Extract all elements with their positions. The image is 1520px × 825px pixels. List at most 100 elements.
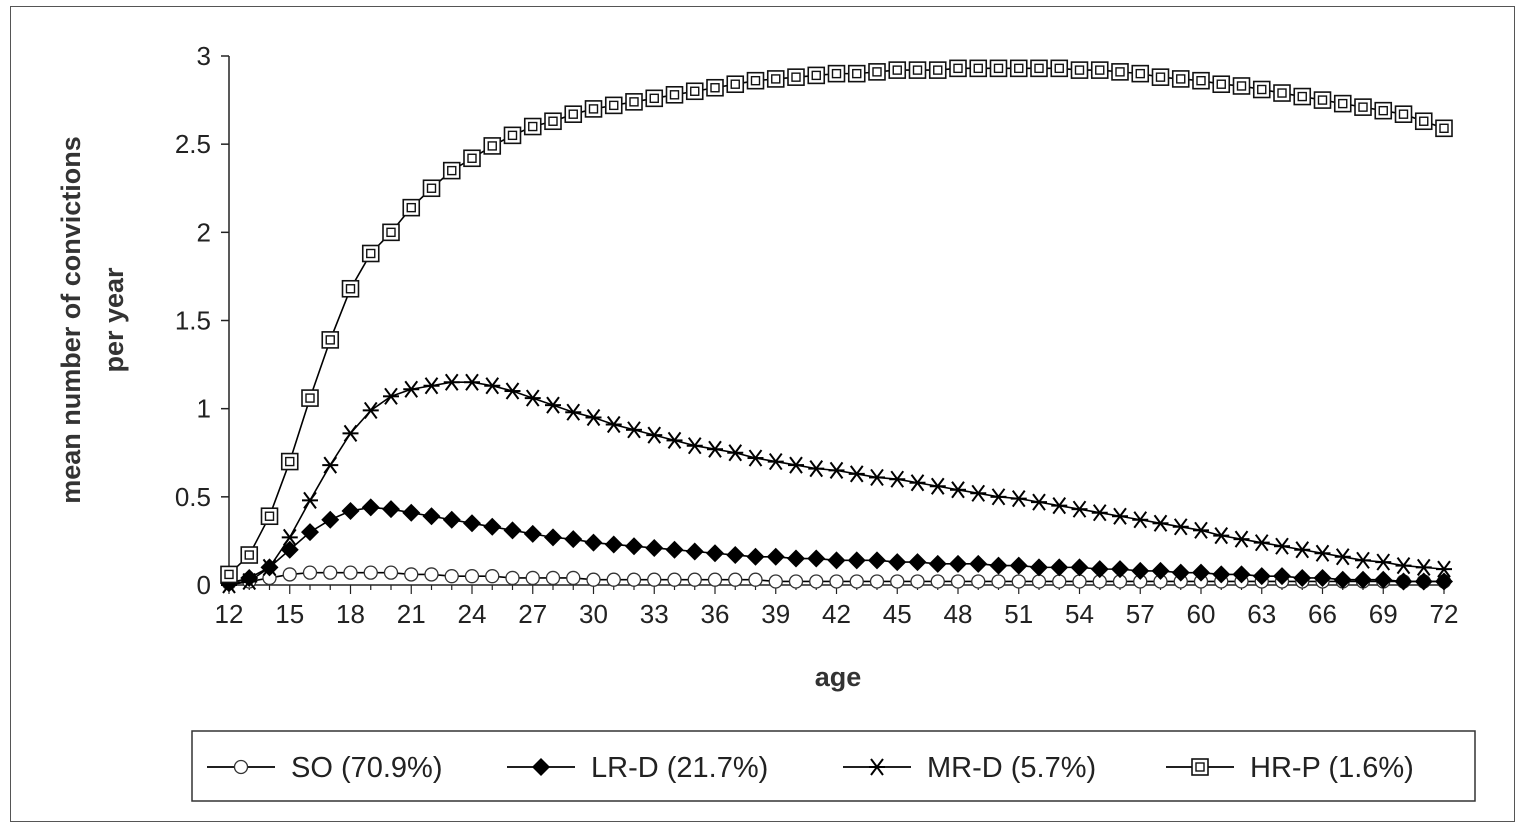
diamond-marker — [928, 554, 947, 573]
square-marker — [787, 68, 805, 86]
chart-frame — [10, 6, 1515, 822]
y-tick-label: 0.5 — [175, 482, 211, 512]
asterisk-marker — [767, 452, 784, 471]
diamond-marker — [1252, 567, 1271, 586]
circle-marker — [748, 572, 763, 587]
circle-marker — [626, 572, 642, 587]
diamond-marker — [1354, 570, 1372, 589]
square-marker — [1070, 61, 1089, 79]
diamond-marker — [604, 535, 623, 554]
series-line — [228, 67, 1445, 575]
square-marker — [706, 78, 724, 97]
diamond-marker — [483, 517, 502, 536]
asterisk-marker — [443, 373, 460, 391]
square-marker — [422, 179, 441, 198]
diamond-marker — [523, 524, 542, 543]
asterisk-marker — [666, 431, 683, 450]
circle-marker — [424, 567, 439, 582]
square-marker — [1293, 87, 1312, 106]
circle-marker — [930, 574, 945, 589]
square-marker — [361, 244, 380, 263]
asterisk-marker — [1253, 534, 1270, 552]
square-marker — [220, 565, 238, 584]
square-marker — [1354, 98, 1372, 116]
diamond-marker — [503, 521, 522, 540]
circle-marker — [788, 574, 804, 589]
diamond-marker — [382, 500, 400, 519]
square-marker — [442, 161, 461, 180]
circle-marker — [950, 574, 966, 589]
diamond-marker — [766, 547, 785, 566]
asterisk-marker — [1132, 511, 1149, 529]
circle-marker — [545, 570, 561, 586]
square-marker — [564, 105, 583, 123]
asterisk-marker — [747, 449, 764, 467]
asterisk-marker — [1091, 504, 1108, 522]
circle-marker — [647, 572, 662, 587]
square-marker — [928, 61, 947, 79]
diamond-marker — [847, 551, 866, 570]
asterisk-marker — [322, 456, 339, 474]
asterisk-marker — [362, 401, 379, 420]
x-tick-label: 57 — [1126, 599, 1155, 629]
x-tick-label: 54 — [1065, 599, 1094, 629]
square-marker — [827, 64, 846, 83]
diamond-marker — [1192, 563, 1210, 582]
asterisk-marker — [464, 373, 480, 391]
x-tick-label: 15 — [275, 599, 304, 629]
asterisk-marker — [869, 758, 885, 776]
circle-marker — [849, 574, 864, 589]
circle-marker — [323, 565, 338, 580]
diamond-marker — [1273, 567, 1291, 586]
diamond-marker — [532, 758, 550, 776]
circle-marker — [505, 570, 520, 586]
y-tick-label: 2.5 — [175, 129, 211, 159]
asterisk-marker — [990, 488, 1007, 506]
asterisk-marker — [1274, 537, 1290, 555]
diamond-marker — [544, 528, 562, 547]
legend-item: HR-P (1.6%) — [1166, 752, 1414, 784]
asterisk-marker — [1436, 560, 1452, 578]
asterisk-marker — [605, 415, 622, 434]
diamond-marker — [868, 551, 886, 570]
x-tick-label: 63 — [1247, 599, 1276, 629]
diamond-marker — [746, 547, 765, 566]
square-marker — [544, 112, 562, 131]
circle-marker — [485, 569, 500, 584]
legend-item: SO (70.9%) — [207, 752, 443, 784]
square-marker — [1212, 75, 1231, 94]
square-marker — [746, 71, 765, 90]
circle-marker — [404, 567, 419, 582]
diamond-marker — [807, 549, 826, 568]
asterisk-marker — [1172, 518, 1189, 536]
square-marker — [503, 126, 522, 145]
diamond-marker — [645, 538, 664, 557]
y-axis-title-line-1: mean number of convictions — [56, 136, 86, 504]
asterisk-marker — [403, 380, 420, 398]
diamond-marker — [726, 546, 745, 565]
circle-marker — [566, 570, 581, 586]
y-tick-label: 0 — [197, 570, 211, 600]
square-marker — [949, 59, 967, 78]
diamond-marker — [402, 503, 421, 522]
square-marker — [766, 70, 785, 88]
diamond-marker — [1070, 558, 1089, 577]
square-marker — [1435, 119, 1453, 138]
asterisk-marker — [1395, 557, 1412, 575]
asterisk-marker — [524, 389, 541, 407]
square-marker — [280, 452, 299, 471]
y-tick-label: 2 — [197, 217, 211, 247]
asterisk-marker — [788, 456, 804, 474]
circle-marker — [869, 574, 885, 589]
x-axis-title: age — [815, 662, 862, 692]
asterisk-marker — [1233, 530, 1250, 548]
square-marker — [868, 63, 886, 81]
asterisk-marker — [342, 424, 359, 442]
asterisk-marker — [241, 572, 258, 591]
square-marker — [240, 546, 259, 564]
legend-item: LR-D (21.7%) — [507, 752, 768, 784]
asterisk-marker — [1314, 544, 1331, 562]
x-tick-label: 69 — [1369, 599, 1398, 629]
square-marker — [341, 279, 360, 298]
square-marker — [1232, 77, 1251, 95]
